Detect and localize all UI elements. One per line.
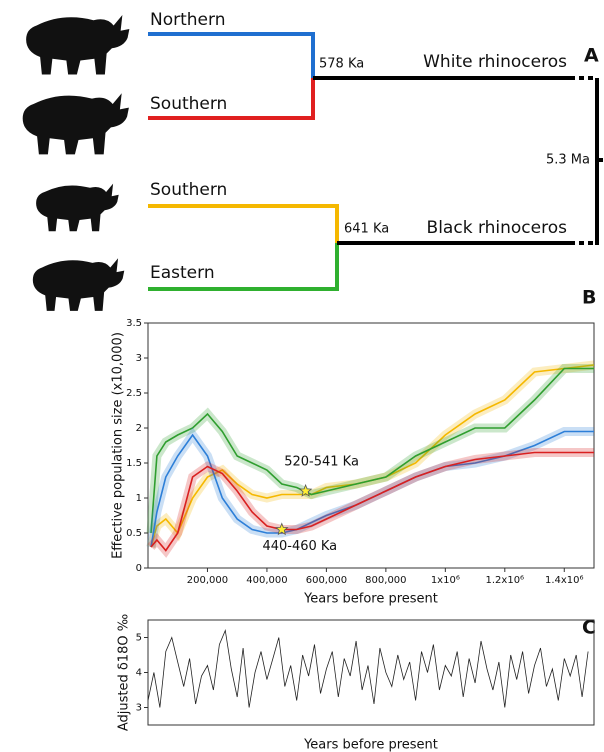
branch <box>148 206 337 243</box>
y-tick-label: 1.5 <box>126 458 142 469</box>
x-tick-label: 200,000 <box>187 575 228 586</box>
taxon: Southern <box>150 94 227 114</box>
x-axis-label: Years before present <box>303 592 438 607</box>
rhino-icon <box>36 184 119 232</box>
y-tick-label: 3.5 <box>126 318 142 329</box>
taxon: Northern <box>150 10 225 30</box>
split-age: 641 Ka <box>344 222 389 237</box>
figure: Northern Southern 578 Ka White rhinocero… <box>0 0 604 752</box>
y-tick-label: 2 <box>136 423 142 434</box>
annotation: 520-541 Ka <box>284 455 359 470</box>
y-axis-label: Effective population size (x10,000) <box>111 332 126 559</box>
branch <box>597 78 603 245</box>
taxon: Eastern <box>150 263 215 283</box>
y-tick-label: 0.5 <box>126 528 142 539</box>
y-tick-label: 2.5 <box>126 388 142 399</box>
series-line <box>148 631 588 708</box>
y-tick-label: 0 <box>136 563 142 574</box>
rhino-icon <box>26 15 129 75</box>
tree <box>148 34 603 289</box>
split-age: 5.3 Ma <box>546 153 590 168</box>
annotation: 440-460 Ka <box>262 539 337 554</box>
rhino-icon <box>23 93 129 154</box>
confidence-band <box>151 453 594 551</box>
x-tick-label: 1.2x10⁶ <box>486 575 525 586</box>
panel-label: B <box>582 287 596 309</box>
x-tick-label: 400,000 <box>246 575 287 586</box>
x-tick-label: 800,000 <box>365 575 406 586</box>
y-tick-label: 3 <box>136 353 142 364</box>
y-tick-label: 1 <box>136 493 142 504</box>
x-tick-label: 1x10⁶ <box>431 575 460 586</box>
panel-label: A <box>584 45 599 67</box>
x-tick-label: 600,000 <box>306 575 347 586</box>
clade-label: Black rhinoceros <box>427 218 568 238</box>
y-tick-label: 5 <box>136 633 142 644</box>
y-tick-label: 4 <box>136 668 142 679</box>
split-age: 578 Ka <box>319 57 364 72</box>
clade-label: White rhinoceros <box>423 52 567 72</box>
plot-frame <box>148 620 594 725</box>
branch <box>148 34 313 78</box>
x-tick-label: 1.4x10⁶ <box>545 575 584 586</box>
taxon: Southern <box>150 180 227 200</box>
y-tick-label: 3 <box>136 703 142 714</box>
x-axis-label: Years before present <box>303 738 438 752</box>
y-axis-label: Adjusted δ18O ‰ <box>117 614 132 731</box>
rhino-icon <box>33 258 124 311</box>
